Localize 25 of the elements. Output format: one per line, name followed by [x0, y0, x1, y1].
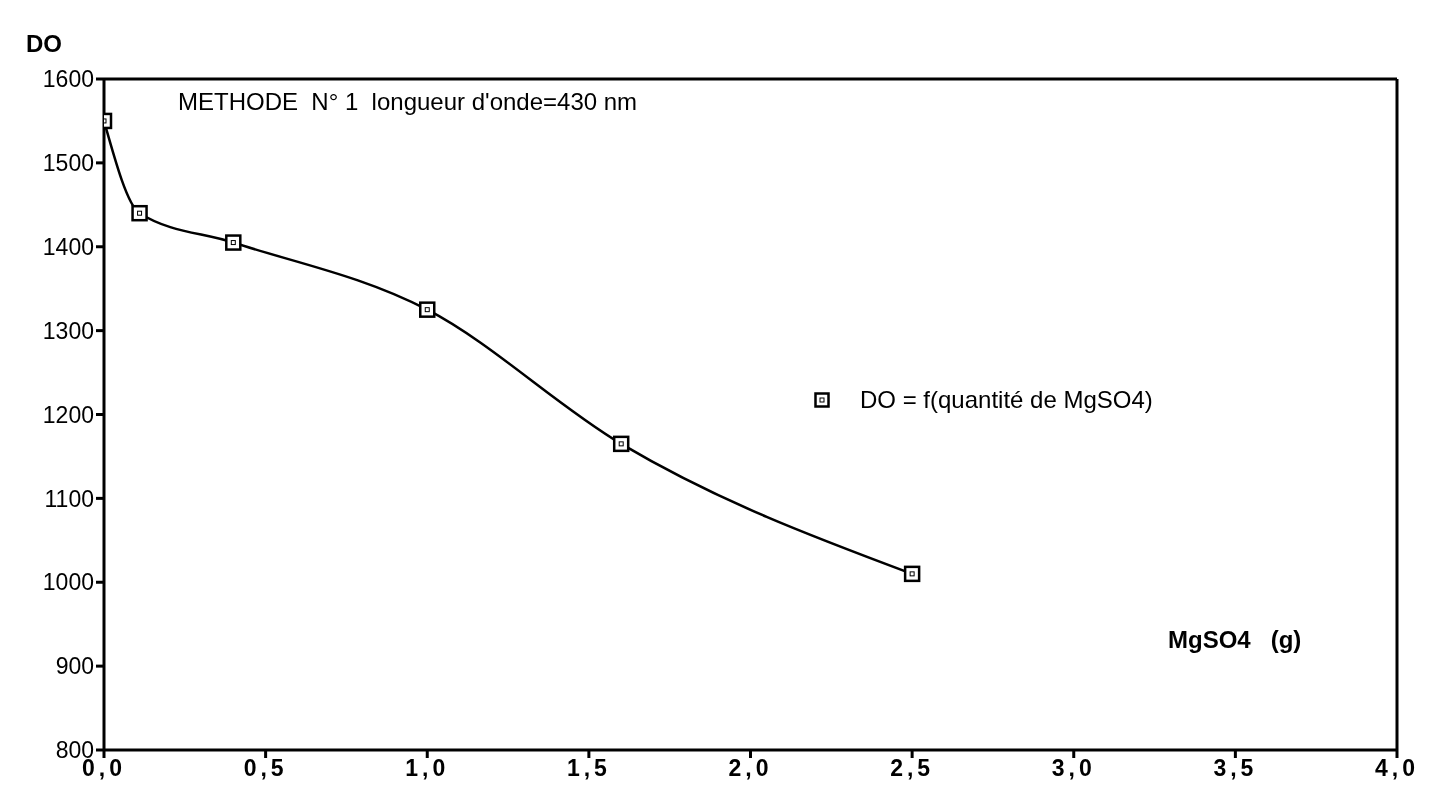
y-tick-label: 1100	[44, 485, 94, 512]
annotation: METHODE N° 1 longueur d'onde=430 nm	[178, 88, 638, 116]
y-tick-label: 900	[55, 653, 94, 680]
point	[131, 204, 148, 222]
y-tick-label: 1300	[42, 317, 94, 344]
x-axis-title: MgSO4 (g)	[1168, 626, 1302, 654]
x-tick-label: 1,5	[566, 755, 611, 782]
legend-label: DO = f(quantité de MgSO4)	[860, 386, 1153, 414]
y-axis-title: DO	[26, 30, 62, 58]
point	[225, 234, 242, 251]
point	[903, 565, 921, 583]
x-tick-label: 2,5	[890, 755, 935, 782]
y-tick-label: 1600	[42, 66, 94, 93]
point	[612, 435, 630, 453]
point	[419, 301, 436, 318]
y-tick-label: 1000	[42, 569, 94, 596]
y-tick-label: 1200	[42, 401, 94, 428]
x-tick-label: 3,0	[1051, 755, 1096, 782]
x-tick-label: 3,5	[1213, 755, 1258, 782]
y-tick-label: 1400	[42, 233, 94, 260]
x-tick-label: 2,0	[728, 755, 773, 782]
x-tick-label: 1,0	[405, 755, 450, 782]
x-tick-label: 4,0	[1375, 755, 1419, 782]
x-tick-label: 0,5	[243, 755, 288, 782]
y-tick-label: 1500	[42, 150, 94, 177]
